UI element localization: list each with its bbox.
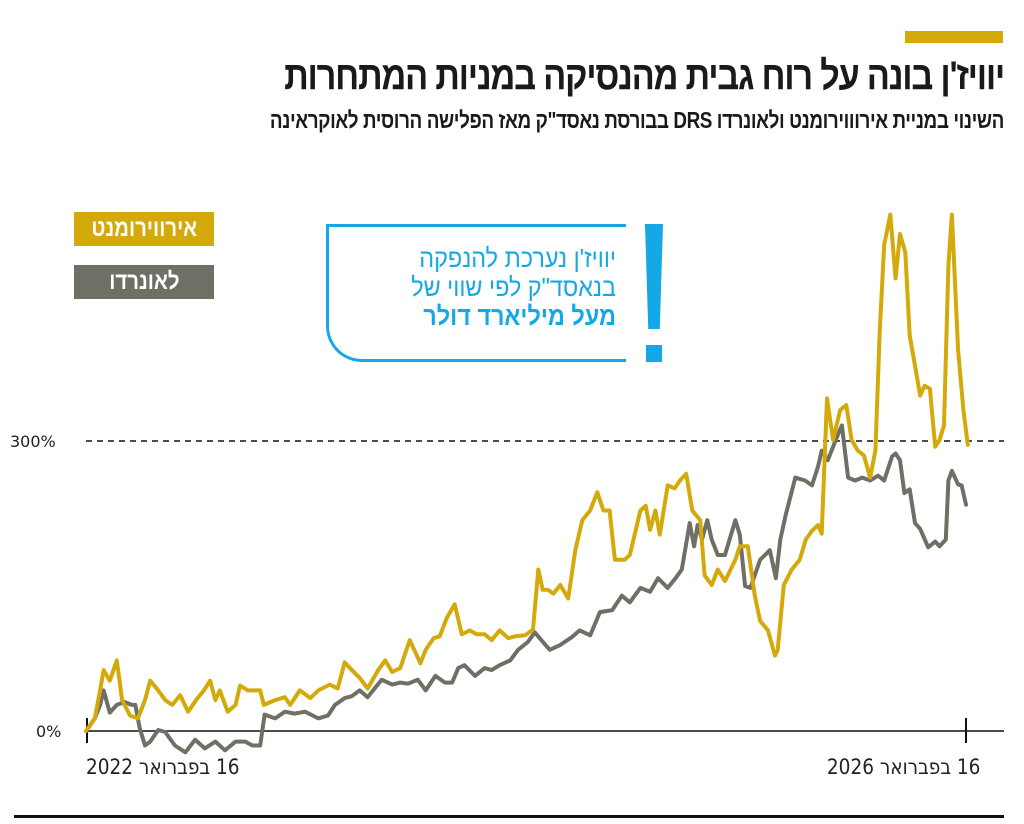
legend-item-aerovironment: אירווירומנט xyxy=(74,212,214,246)
x-tick-label-start: 16 בפברואר 2022 xyxy=(86,755,240,779)
series-line-leonardo xyxy=(84,423,968,755)
callout-box xyxy=(326,224,626,362)
callout-line-3: מעל מיליארד דולר xyxy=(423,301,616,331)
exclamation-dot-icon xyxy=(646,345,662,362)
chart-title: יוויז'ן בונה על רוח גבית מהנסיקה במניות … xyxy=(284,54,1005,98)
accent-bar xyxy=(905,31,1003,43)
y-tick-0: 0% xyxy=(36,722,62,741)
legend-label: לאונרדו xyxy=(108,268,180,295)
callout-line-1: יוויז'ן נערכת להנפקה xyxy=(419,243,616,273)
bottom-rule xyxy=(14,815,1004,818)
callout-text: יוויז'ן נערכת להנפקה בנאסד"ק לפי שווי של… xyxy=(336,244,616,331)
series-line-aerovironment xyxy=(84,212,970,733)
legend-label: אירווירומנט xyxy=(91,215,197,242)
exclamation-icon xyxy=(645,224,663,329)
chart-subtitle: השינוי במניית אירוווירומנט ולאונרדו DRS … xyxy=(269,107,1005,133)
x-tick-label-end: 16 בפברואר 2026 xyxy=(826,755,981,779)
legend-item-leonardo: לאונרדו xyxy=(74,265,214,299)
callout-line-2: בנאסד"ק לפי שווי של xyxy=(411,272,616,302)
y-tick-300: 300% xyxy=(10,432,56,451)
